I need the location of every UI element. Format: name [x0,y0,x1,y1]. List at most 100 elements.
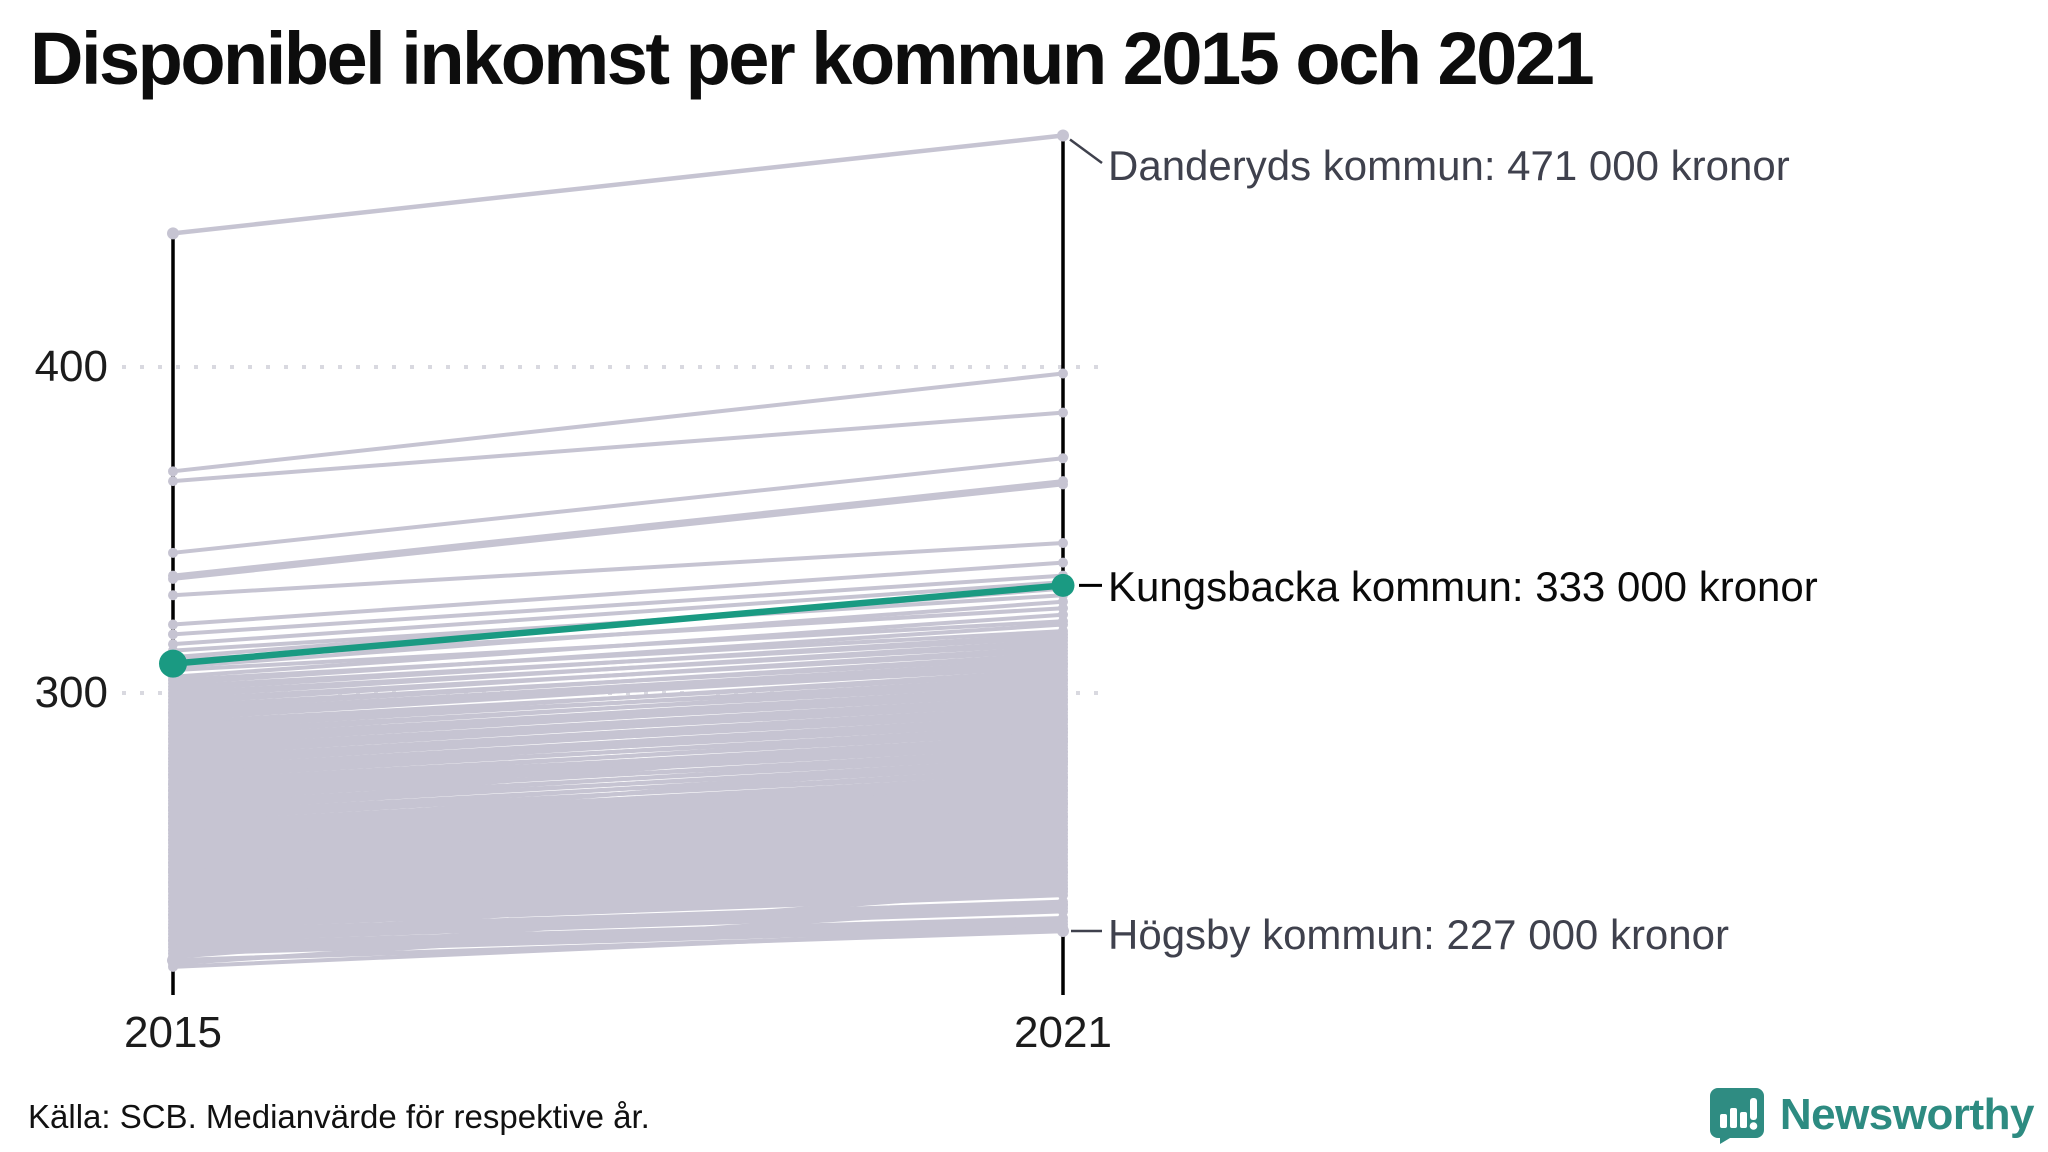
municipality-line [171,687,1065,748]
municipality-dot-2021 [1058,867,1068,878]
municipality-line [171,645,1065,705]
municipality-dot-2015 [168,805,178,816]
municipality-dot-2021 [1058,753,1068,764]
municipality-line [171,694,1065,751]
municipality-dot-2021 [1058,596,1068,607]
municipality-line [171,697,1065,757]
municipality-line [171,658,1065,715]
brand-name: Newsworthy [1779,1090,2035,1139]
municipality-dot-2021 [1058,824,1068,835]
municipality-dot-2021 [1058,407,1068,418]
municipality-line [171,801,1065,865]
page-title: Disponibel inkomst per kommun 2015 och 2… [30,17,1595,100]
municipality-line [171,899,1065,933]
municipality-line [171,371,1065,474]
labeled-line [170,928,1066,963]
municipality-line [171,632,1065,692]
municipality-line [171,867,1065,904]
municipality-dot-2021 [1058,834,1068,845]
municipality-line [171,573,1065,637]
municipality-line [171,674,1065,731]
municipality-line [171,837,1065,917]
municipality-line [171,684,1065,741]
municipality-line [171,736,1065,793]
municipality-line [171,847,1065,930]
municipality-dot-2015 [168,824,178,835]
x-axis-label-2015: 2015 [124,1008,222,1057]
municipality-dot-2021 [1058,368,1068,379]
labeled-line [170,133,1066,236]
municipality-line [171,612,1065,679]
municipality-line [171,746,1065,803]
municipality-dot-2021 [1058,479,1068,490]
municipality-line [171,713,1065,770]
municipality-line [171,915,1065,947]
municipality-line [171,661,1065,722]
highlight-dot-2015 [159,649,187,678]
municipality-line [171,638,1065,699]
municipality-dot-2015 [168,877,178,888]
municipality-dot-2015 [168,466,178,477]
municipality-dot-2021 [1058,811,1068,822]
municipality-line [171,599,1065,669]
municipality-dot-2021 [1058,557,1068,568]
newsworthy-icon [1709,1088,1764,1144]
municipality-dot-2021 [1058,772,1068,783]
municipality-dot-2015 [168,935,178,946]
annotation-hogsby: Högsby kommun: 227 000 kronor [1108,911,1729,958]
municipality-dot-2015 [168,476,178,487]
municipality-line [171,479,1065,578]
municipality-line [171,622,1065,686]
municipality-dot-2021 [1058,899,1068,910]
municipality-line [171,580,1065,647]
municipality-line [171,883,1065,920]
x-axis-label-2021: 2021 [1014,1008,1112,1057]
highlight-dot-2021 [1051,573,1075,597]
municipality-dot-2021 [1058,844,1068,855]
municipality-line [171,827,1065,904]
municipality-line [171,560,1065,627]
municipality-dot-2021 [1058,883,1068,894]
y-axis-tick-400: 400 [34,342,108,391]
municipality-dot-2015 [168,909,178,920]
connector-danderyd [1069,138,1103,165]
municipality-line [171,756,1065,813]
municipality-dot-2021 [1058,785,1068,796]
municipality-line [171,775,1065,826]
municipality-line [171,824,1065,868]
municipality-dot-2015 [168,844,178,855]
annotation-kungsbacka: Kungsbacka kommun: 333 000 kronor [1108,563,1818,610]
municipality-dot-2015 [168,590,178,601]
municipality-line [171,704,1065,761]
municipality-line [171,863,1065,901]
municipality-dot-2021 [1058,538,1068,549]
labeled-dot-2021 [1057,924,1069,937]
municipality-dot-2021 [1058,619,1068,630]
municipality-line [171,707,1065,767]
highlight-line-kungsbacka [169,582,1067,667]
municipality-line [171,541,1065,598]
municipality-dot-2015 [168,629,178,640]
municipality-line [171,456,1065,555]
municipality-dot-2021 [1058,798,1068,809]
municipality-line [171,785,1065,836]
municipality-dot-2015 [168,857,178,868]
municipality-line [171,782,1065,832]
municipality-line [171,651,1065,712]
municipality-line [171,925,1065,956]
municipality-line [171,814,1065,885]
labeled-dot-2021 [1057,129,1069,142]
labeled-dot-2015 [167,954,179,967]
municipality-line [171,788,1065,872]
y-axis-tick-300: 300 [34,668,108,717]
municipality-dot-2021 [1058,453,1068,464]
municipality-dot-2015 [168,896,178,907]
municipality-line [171,886,1065,960]
municipality-dot-2015 [168,573,178,584]
municipality-line [171,814,1065,858]
annotation-danderyd: Danderyds kommun: 471 000 kronor [1108,142,1790,189]
labeled-dot-2015 [167,227,179,240]
municipality-line [171,880,1065,917]
